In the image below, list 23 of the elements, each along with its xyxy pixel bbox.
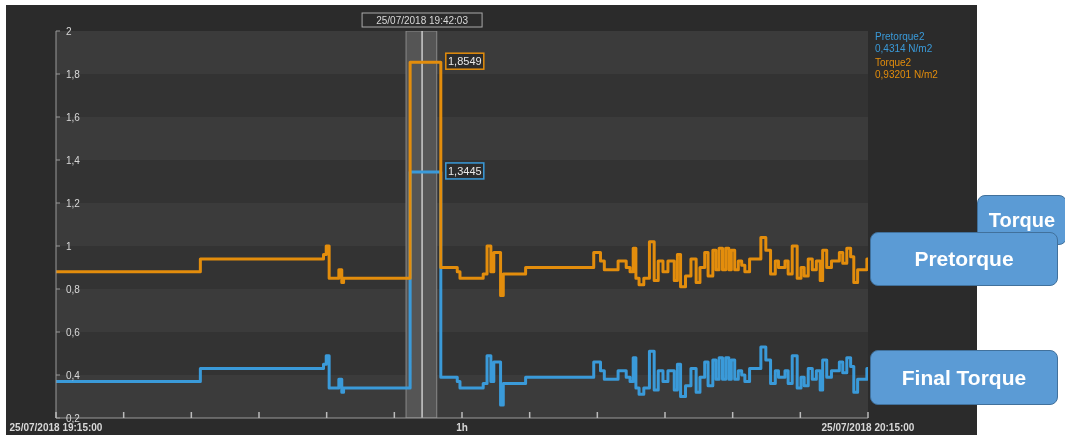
x-tick-label: 25/07/2018 20:15:00 xyxy=(821,422,915,433)
x-tick-label: 1h xyxy=(456,422,468,433)
text: Pretorque xyxy=(870,232,1058,286)
text: 0,93201 N/m2 xyxy=(875,69,938,81)
annotation: 1,3445 xyxy=(447,164,482,177)
x-tick-label: 25/07/2018 19:15:00 xyxy=(9,422,103,433)
y-tick-label: 1,4 xyxy=(66,155,81,166)
annotation: 1,8549 xyxy=(447,55,482,68)
text: Final Torque xyxy=(870,350,1058,405)
y-tick-label: 0,6 xyxy=(66,327,81,338)
y-tick-label: 2 xyxy=(66,26,72,37)
y-tick-label: 0,8 xyxy=(66,284,81,295)
y-tick-label: 1 xyxy=(66,241,72,252)
ref-line-label: 25/07/2018 19:42:03 xyxy=(376,14,469,26)
text: Torque xyxy=(977,195,1065,245)
text: Torque2 xyxy=(875,57,913,69)
y-tick-label: 1,6 xyxy=(66,112,81,123)
text: 0,4314 N/m2 xyxy=(875,43,934,55)
y-tick-label: 0,4 xyxy=(66,370,81,381)
text: Pretorque2 xyxy=(875,31,926,43)
y-tick-label: 0,2 xyxy=(66,413,81,424)
y-tick-label: 1,8 xyxy=(66,69,81,80)
y-tick-label: 1,2 xyxy=(66,198,81,209)
